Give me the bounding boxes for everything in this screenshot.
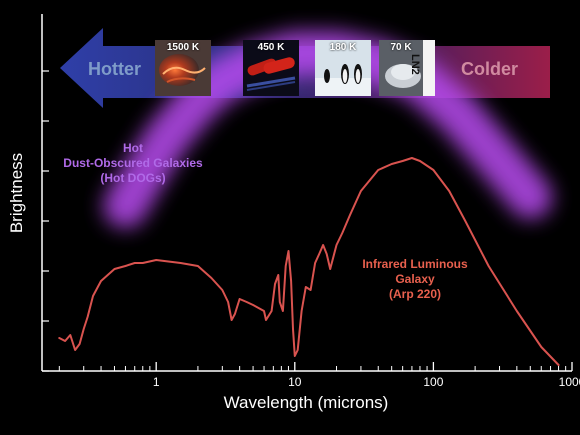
x-tick-label: 1 <box>153 375 160 389</box>
x-tick-label: 100 <box>423 375 443 389</box>
annotation-line: (Hot DOGs) <box>100 171 166 185</box>
thumbnail-450k: 450 K <box>243 40 299 96</box>
axes <box>41 14 573 372</box>
lava-icon <box>155 40 211 96</box>
thumbnail-1500k: 1500 K <box>155 40 211 96</box>
thumbnail-70k: 70 K LN2 <box>379 40 435 96</box>
thumbnail-label: 180 K <box>329 42 357 53</box>
penguins-icon <box>315 40 371 96</box>
thumbnail-label: 450 K <box>257 42 285 53</box>
x-axis-label: Wavelength (microns) <box>224 393 389 412</box>
hot-dogs-icon <box>243 40 299 96</box>
thumbnail-label: 70 K <box>390 42 412 53</box>
thumbnail-label: 1500 K <box>166 42 200 53</box>
annotation-line: Dust-Obscured Galaxies <box>63 156 203 170</box>
x-axis-ticks <box>58 362 573 371</box>
y-axis-label: Brightness <box>7 153 26 233</box>
y-axis-ticks <box>42 70 49 372</box>
x-tick-label: 10 <box>288 375 302 389</box>
annotation-line: Hot <box>123 141 143 155</box>
x-tick-label: 1000 <box>559 375 580 389</box>
arp220-curve-layer <box>58 157 560 366</box>
arp220-annotation: Infrared Luminous Galaxy (Arp 220) <box>345 257 485 302</box>
annotation-line: Infrared Luminous <box>362 257 468 271</box>
hot-dog-annotation: Hot Dust-Obscured Galaxies (Hot DOGs) <box>58 141 208 186</box>
hotter-label: Hotter <box>88 59 141 79</box>
liquid-nitrogen-icon <box>379 40 435 96</box>
annotation-line: (Arp 220) <box>388 287 441 301</box>
arp220-curve <box>58 157 560 366</box>
colder-label: Colder <box>461 59 519 79</box>
x-tick-labels: 1 10 100 1000 <box>153 375 580 389</box>
thumbnail-180k: 180 K <box>315 40 371 96</box>
ln2-label: LN2 <box>409 54 421 75</box>
annotation-line: Galaxy <box>395 272 435 286</box>
